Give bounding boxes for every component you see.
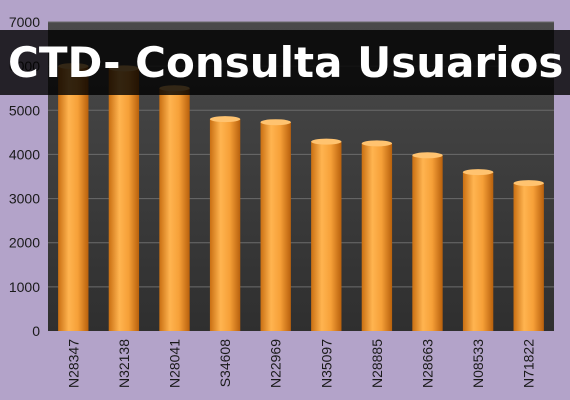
x-tick-label: S34608 xyxy=(217,339,233,387)
bar-cap xyxy=(412,152,443,159)
y-tick-label: 3000 xyxy=(9,191,40,207)
title-banner xyxy=(0,30,570,95)
y-axis-ticks: 01000200030004000500060007000 xyxy=(9,14,40,339)
x-tick-label: N35097 xyxy=(318,339,334,388)
y-tick-label: 7000 xyxy=(9,14,40,30)
x-tick-label: N28663 xyxy=(420,339,436,388)
x-tick-label: N28885 xyxy=(369,339,385,388)
bar xyxy=(58,66,89,332)
bar xyxy=(108,68,140,331)
x-tick-label: N08533 xyxy=(470,339,486,388)
x-axis-ticks: N28347 N32138 N28041 S34608 N22969 N35097 N288… xyxy=(65,339,536,388)
bar xyxy=(462,172,494,331)
y-tick-label: 0 xyxy=(32,323,40,339)
y-tick-label: 1000 xyxy=(9,279,40,295)
bar xyxy=(412,155,443,331)
bar xyxy=(260,122,291,331)
bar xyxy=(159,88,190,331)
y-tick-label: 5000 xyxy=(9,102,40,118)
bar-cap xyxy=(513,180,544,187)
y-tick-label: 4000 xyxy=(9,146,40,162)
bar xyxy=(209,119,241,331)
bar xyxy=(513,183,544,331)
page-title: CTD- Consulta Usuarios xyxy=(8,38,564,87)
bar-cap xyxy=(361,140,393,147)
x-tick-label: N28041 xyxy=(167,339,183,388)
bar-cap xyxy=(260,119,291,126)
x-tick-label: N28347 xyxy=(65,339,81,388)
bar-cap xyxy=(209,116,241,123)
y-tick-label: 2000 xyxy=(9,235,40,251)
bar xyxy=(311,141,342,331)
x-tick-label: N32138 xyxy=(116,339,132,388)
bar-cap xyxy=(462,169,494,176)
x-tick-label: N22969 xyxy=(268,339,284,388)
bar xyxy=(361,143,393,331)
x-tick-label: N71822 xyxy=(521,339,537,388)
bar-cap xyxy=(311,138,342,145)
